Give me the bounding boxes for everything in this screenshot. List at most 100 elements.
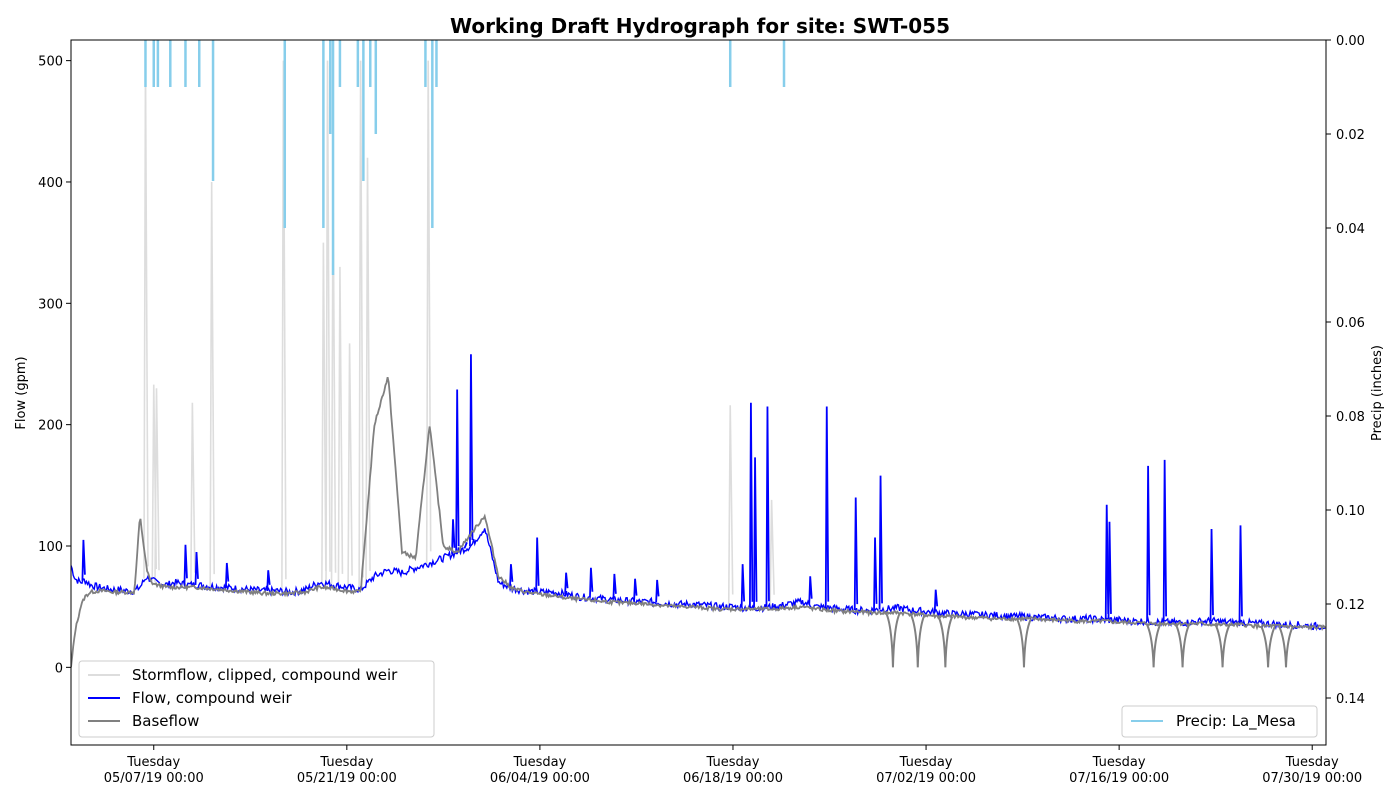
baseflow-dip-2 (937, 615, 954, 668)
plot-area-frame (70, 39, 1327, 746)
x-tick-label-date-1: 05/21/19 00:00 (297, 771, 397, 786)
x-tick-label-date-5: 07/16/19 00:00 (1069, 771, 1169, 786)
flow-spike-30 (1238, 525, 1243, 623)
y-axis-label-right: Precip (inches) (1370, 345, 1385, 441)
stormflow-peak-15 (769, 499, 775, 607)
flow-spike-23 (873, 537, 878, 610)
flow-spike-12 (589, 567, 594, 598)
y-tick-label-right-4: 0.08 (1336, 410, 1365, 425)
x-tick-label-day-6: Tuesday (1285, 755, 1339, 770)
legend-left-box (78, 660, 435, 738)
flow-spike-13 (612, 573, 617, 600)
legend-label-precip: Precip: La_Mesa (1176, 712, 1296, 731)
stormflow-peak-11 (358, 60, 364, 590)
stormflow-peak-2 (154, 388, 160, 583)
stormflow-peak-7 (325, 60, 331, 584)
legend-label-baseflow: Baseflow (132, 712, 199, 730)
flow-spike-14 (633, 578, 638, 602)
flow-spike-20 (808, 576, 813, 605)
flow-spike-28 (1162, 459, 1168, 623)
flow-spike-29 (1209, 528, 1214, 622)
y-axis-label-left: Flow (gpm) (14, 356, 29, 429)
flow-spike-18 (753, 457, 758, 608)
flow-spike-24 (878, 475, 883, 610)
flow-spike-27 (1146, 465, 1151, 622)
stormflow-peak-10 (347, 343, 353, 588)
flow-spike-1 (183, 544, 188, 585)
x-tick-label-date-3: 06/18/19 00:00 (683, 771, 783, 786)
legend-left: Stormflow, clipped, compound weir Flow, … (78, 660, 435, 738)
x-tick-label-date-2: 06/04/19 00:00 (490, 771, 590, 786)
y-tick-label-right-2: 0.04 (1336, 222, 1365, 237)
flow-line (71, 528, 1326, 632)
x-tick-label-day-1: Tuesday (319, 755, 373, 770)
y-tick-label-right-7: 0.14 (1336, 692, 1365, 707)
baseflow-line (71, 377, 1326, 668)
baseflow-dip-1 (909, 613, 926, 668)
left-axis: 0 100 200 300 400 500 (38, 55, 71, 676)
flow-spike-9 (509, 564, 514, 588)
baseflow-dip-6 (1214, 624, 1231, 668)
legend-label-flow: Flow, compound weir (132, 689, 292, 707)
y-tick-label-left-3: 300 (38, 297, 63, 312)
y-tick-label-right-5: 0.10 (1336, 504, 1365, 519)
flow-spike-17 (749, 402, 754, 608)
flow-spike-22 (853, 497, 859, 611)
baseflow-dip-0 (885, 612, 901, 668)
flow-spike-7 (463, 542, 468, 549)
baseflow-dip-5 (1174, 623, 1191, 668)
legend-label-stormflow: Stormflow, clipped, compound weir (132, 666, 398, 684)
right-axis: 0.00 0.02 0.04 0.06 0.08 0.10 0.12 0.14 (1326, 34, 1365, 707)
flow-spike-11 (564, 572, 569, 595)
y-tick-label-left-0: 0 (55, 661, 63, 676)
y-tick-label-right-0: 0.00 (1336, 34, 1365, 49)
x-tick-label-day-2: Tuesday (512, 755, 566, 770)
y-tick-label-left-1: 100 (38, 540, 63, 555)
stormflow-peak-4 (209, 181, 215, 587)
stormflow-peak-13 (425, 60, 432, 564)
y-tick-label-left-5: 500 (38, 55, 63, 70)
flow-spike-10 (535, 537, 540, 592)
baseflow-dip-7 (1260, 625, 1276, 668)
x-tick-label-date-4: 07/02/19 00:00 (876, 771, 976, 786)
x-tick-label-day-0: Tuesday (126, 755, 180, 770)
y-tick-label-left-4: 400 (38, 176, 63, 191)
y-tick-label-right-1: 0.02 (1336, 128, 1365, 143)
baseflow-dip-4 (1145, 623, 1162, 668)
flow-spike-25 (1104, 504, 1110, 621)
y-tick-label-left-2: 200 (38, 419, 63, 434)
stormflow-peak-5 (281, 60, 287, 592)
x-tick-label-day-3: Tuesday (706, 755, 760, 770)
x-tick-label-day-4: Tuesday (899, 755, 953, 770)
stormflow-peak-9 (337, 266, 344, 587)
legend-right-box (1121, 705, 1318, 738)
y-tick-label-right-3: 0.06 (1336, 316, 1365, 331)
stormflow-peak-14 (727, 405, 734, 607)
legend-right: Precip: La_Mesa (1121, 705, 1318, 738)
flow-spike-2 (194, 552, 199, 585)
flow-spike-4 (266, 570, 271, 591)
flow-spike-31 (933, 589, 939, 613)
precip-layer (144, 40, 786, 275)
series-layer (71, 60, 1326, 668)
x-tick-label-date-6: 07/30/19 00:00 (1262, 771, 1362, 786)
y-tick-label-right-6: 0.12 (1336, 598, 1365, 613)
flow-spike-5 (451, 519, 456, 554)
stormflow-peak-12 (365, 157, 371, 584)
flow-spike-26 (1107, 521, 1112, 621)
x-tick-label-day-5: Tuesday (1092, 755, 1146, 770)
flow-spike-6 (455, 389, 460, 553)
flow-spike-19 (765, 406, 770, 608)
flow-spike-21 (824, 406, 830, 608)
flow-spike-0 (81, 539, 86, 581)
flow-spike-8 (469, 354, 474, 547)
baseflow-dip-8 (1278, 625, 1294, 668)
flow-spike-3 (224, 562, 230, 588)
x-tick-label-date-0: 05/07/19 00:00 (104, 771, 204, 786)
flow-spike-15 (655, 579, 660, 603)
stormflow-peak-3 (190, 402, 196, 585)
flow-spike-16 (740, 564, 746, 608)
stormflow-peak-6 (321, 242, 327, 584)
